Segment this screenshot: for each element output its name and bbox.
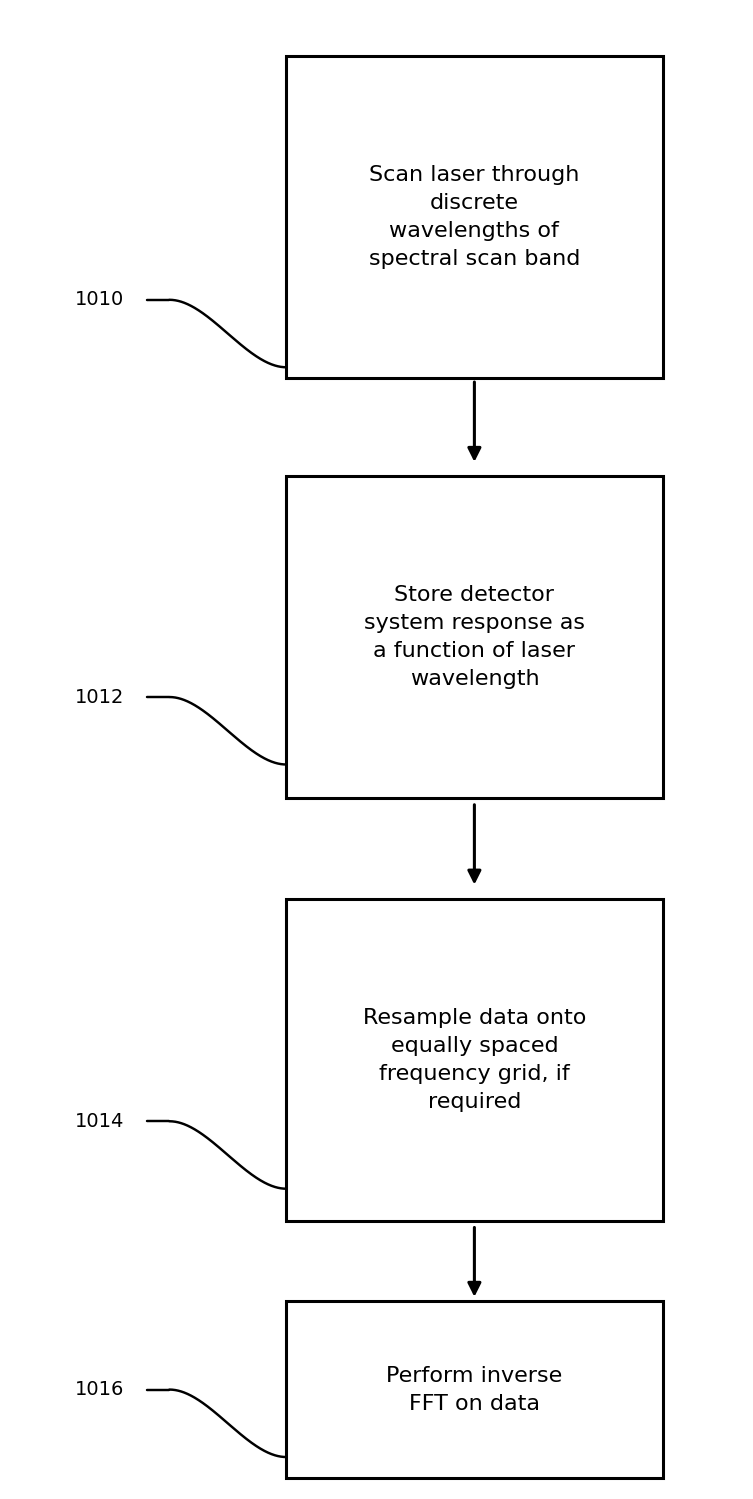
Text: 1014: 1014 xyxy=(75,1112,125,1130)
FancyBboxPatch shape xyxy=(286,57,663,379)
Text: 1010: 1010 xyxy=(75,291,124,309)
Text: Resample data onto
equally spaced
frequency grid, if
required: Resample data onto equally spaced freque… xyxy=(363,1007,586,1112)
Text: 1016: 1016 xyxy=(75,1381,125,1399)
FancyBboxPatch shape xyxy=(286,477,663,799)
Text: Perform inverse
FFT on data: Perform inverse FFT on data xyxy=(386,1366,562,1414)
Text: 1012: 1012 xyxy=(75,688,125,706)
FancyBboxPatch shape xyxy=(286,1301,663,1478)
Text: Store detector
system response as
a function of laser
wavelength: Store detector system response as a func… xyxy=(364,585,585,690)
FancyBboxPatch shape xyxy=(286,899,663,1220)
Text: Scan laser through
discrete
wavelengths of
spectral scan band: Scan laser through discrete wavelengths … xyxy=(369,165,580,270)
